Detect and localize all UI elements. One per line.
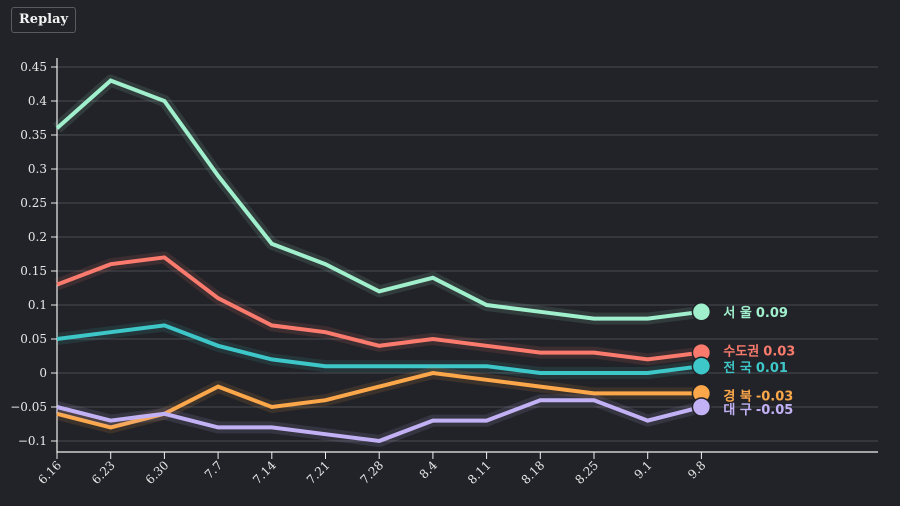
y-tick-label: −0.05 <box>10 400 47 414</box>
series-4 <box>55 394 712 447</box>
series-end-marker <box>691 397 712 417</box>
series-value: -0.05 <box>756 403 793 418</box>
series-glow <box>53 74 703 325</box>
end-label: 경 북 -0.03 <box>723 388 793 404</box>
end-labels: 서 울 0.09 수도권 0.03 전 국 0.01 경 북 -0.03 대 구 -0.05 <box>723 305 795 418</box>
series-lines <box>53 74 712 447</box>
series-name: 전 국 <box>723 360 751 376</box>
x-tick-label: 7.28 <box>358 458 387 487</box>
x-tick-label: 7.7 <box>202 458 225 481</box>
series-name: 수도권 <box>723 345 759 360</box>
x-axis: 6.16 6.23 6.30 7.7 7.14 7.21 7.28 8.4 8.11 8.18 8.… <box>35 451 878 487</box>
series-1 <box>54 251 712 366</box>
series-value: 0.09 <box>756 306 788 321</box>
series-name: 경 북 <box>723 388 751 404</box>
gridlines <box>57 66 878 442</box>
x-tick-label: 6.16 <box>35 458 64 487</box>
end-label: 수도권 0.03 <box>723 345 795 360</box>
x-tick-label: 8.4 <box>417 458 441 482</box>
y-tick-label: 0.3 <box>28 162 47 176</box>
replay-button[interactable]: Replay <box>11 7 77 33</box>
end-label: 서 울 0.09 <box>723 305 788 321</box>
x-tick-label: 6.30 <box>143 458 172 487</box>
series-2 <box>56 319 712 379</box>
y-tick-label: −0.1 <box>18 434 47 448</box>
series-line <box>56 398 702 444</box>
x-tick-label: 8.25 <box>572 458 601 487</box>
y-tick-label: 0.4 <box>28 94 47 108</box>
y-tick-label: 0.05 <box>20 332 47 346</box>
series-end-marker <box>691 356 712 376</box>
x-tick-label: 9.8 <box>685 458 708 481</box>
series-line <box>55 78 702 321</box>
y-tick-label: 0.25 <box>20 196 47 210</box>
x-tick-label: 7.21 <box>304 458 333 487</box>
y-tick-label: 0.2 <box>28 230 47 244</box>
x-tick-label: 6.23 <box>89 458 118 487</box>
y-axis: 0.45 0.4 0.35 0.3 0.25 0.2 0.15 0.1 0.05 0 −0.05 −0… <box>10 58 58 453</box>
y-tick-label: 0.35 <box>20 128 47 142</box>
series-line <box>56 255 702 362</box>
series-value: 0.03 <box>763 345 795 360</box>
series-name: 대 구 <box>723 403 751 418</box>
x-tick-label: 9.1 <box>631 458 654 481</box>
series-0 <box>53 74 712 325</box>
x-tick-label: 8.18 <box>519 458 548 487</box>
y-tick-label: 0.1 <box>28 298 47 312</box>
y-tick-label: 0 <box>39 366 47 380</box>
series-name: 서 울 <box>723 305 751 321</box>
x-tick-label: 7.14 <box>250 458 279 487</box>
series-value: 0.01 <box>756 361 788 376</box>
x-tick-label: 8.11 <box>465 458 494 487</box>
end-label: 대 구 -0.05 <box>723 403 793 418</box>
y-tick-label: 0.15 <box>20 264 47 278</box>
end-label: 전 국 0.01 <box>723 360 788 376</box>
series-line <box>56 323 702 375</box>
series-value: -0.03 <box>756 389 793 404</box>
series-end-marker <box>691 302 712 322</box>
y-tick-label: 0.45 <box>20 60 47 74</box>
